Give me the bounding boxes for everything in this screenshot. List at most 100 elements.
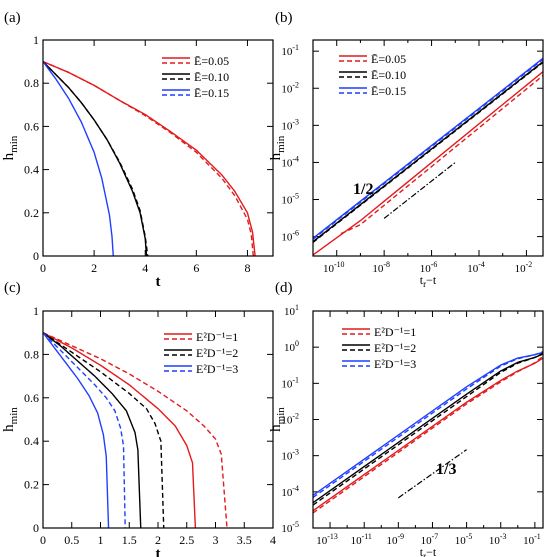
x-tick-label: 10-6 xyxy=(420,260,438,275)
y-tick-label: 0.4 xyxy=(24,434,39,448)
y-tick-label: 10-3 xyxy=(281,448,299,463)
x-tick-label: 6 xyxy=(193,261,199,275)
panel-label: (a) xyxy=(4,10,21,26)
x-axis-label: t xyxy=(156,546,161,557)
series-line xyxy=(43,61,148,256)
x-tick-label: 2 xyxy=(155,533,161,547)
x-tick-label: 0.5 xyxy=(64,533,79,547)
series-line xyxy=(43,60,255,256)
x-tick-label: 4 xyxy=(142,261,148,275)
plot-frame xyxy=(42,39,274,257)
x-tick-label: 8 xyxy=(244,261,250,275)
y-tick-label: 0.6 xyxy=(24,391,39,405)
y-axis-label: hmin xyxy=(1,407,20,432)
plot-frame xyxy=(42,310,274,529)
series-line xyxy=(313,351,543,499)
x-tick-label: 10-4 xyxy=(467,260,485,275)
y-tick-label: 100 xyxy=(284,339,299,354)
y-tick-label: 0.6 xyxy=(24,119,39,133)
panel-b: (b) 10-10 10-8 10-6 10-4 10-2 10-6 10-5 10-4 10-3… xyxy=(268,10,544,289)
y-tick-label: 0.2 xyxy=(24,478,39,492)
legend-label: Ē=0.10 xyxy=(194,70,229,84)
x-tick-label: 0 xyxy=(40,533,46,547)
y-tick-label: 101 xyxy=(284,303,299,318)
x-tick-label: 10-3 xyxy=(489,532,507,547)
legend-label: Ē=0.05 xyxy=(194,54,229,68)
series-line xyxy=(313,61,543,243)
series-line xyxy=(340,75,543,235)
legend-label: E²D⁻¹=2 xyxy=(374,341,416,355)
plot-frame xyxy=(312,310,544,529)
y-axis-label: hmin xyxy=(268,407,287,432)
y-tick-label: 10-6 xyxy=(281,229,299,244)
series-line xyxy=(313,355,543,514)
series-line xyxy=(313,58,543,240)
x-axis-label: t xyxy=(156,274,161,290)
x-tick-label: 10-10 xyxy=(323,260,345,275)
y-tick-label: 0.4 xyxy=(24,163,39,177)
y-tick-label: 0.2 xyxy=(24,206,39,220)
y-axis-label: hmin xyxy=(268,135,287,160)
y-tick-label: 10-4 xyxy=(281,484,299,499)
x-tick-label: 4 xyxy=(270,533,276,547)
legend-label: E²D⁻¹=3 xyxy=(374,357,416,371)
x-tick-label: 10-9 xyxy=(387,532,405,547)
slope-guide-line xyxy=(383,161,456,219)
series-line xyxy=(313,71,543,256)
legend-label: E²D⁻¹=3 xyxy=(196,362,238,376)
legend-label: E²D⁻¹=1 xyxy=(374,325,416,339)
slope-guide-line xyxy=(397,449,467,499)
y-tick-label: 10-2 xyxy=(281,412,299,427)
y-tick-label: 1 xyxy=(33,33,39,47)
x-tick-label: 10-2 xyxy=(515,260,533,275)
series-line xyxy=(43,332,197,528)
y-tick-label: 0 xyxy=(33,521,39,535)
panel-label: (c) xyxy=(4,280,21,296)
y-tick-label: 0.8 xyxy=(24,76,39,90)
legend-label: Ē=0.15 xyxy=(371,84,406,98)
x-tick-label: 3.5 xyxy=(237,533,252,547)
series-group xyxy=(313,57,543,256)
y-tick-label: 10-3 xyxy=(281,117,299,132)
panel-c: (c) 0 0.5 1 1.5 2 2.5 3 3.5 4 0 0.2 0.4 0.6 0.8 1 t hmin E… xyxy=(1,280,276,557)
y-tick-label: 10-4 xyxy=(281,154,299,169)
x-tick-label: 10-7 xyxy=(421,532,439,547)
panel-d: (d) 10-13 10-11 10-9 10-7 10-5 10-3 10-1 10-5 10-… xyxy=(268,280,544,557)
series-line xyxy=(43,332,110,528)
y-tick-label: 10-5 xyxy=(281,520,299,535)
panel-label: (b) xyxy=(275,10,293,26)
legend-label: Ē=0.15 xyxy=(194,86,229,100)
x-axis-label: tr−t xyxy=(420,545,437,557)
legend-label: E²D⁻¹=2 xyxy=(196,346,238,360)
y-tick-label: 1 xyxy=(33,304,39,318)
series-line xyxy=(313,357,543,512)
y-tick-label: 10-5 xyxy=(281,192,299,207)
y-tick-label: 10-2 xyxy=(281,80,299,95)
slope-annotation: 1/2 xyxy=(353,181,373,198)
x-tick-label: 1 xyxy=(98,533,104,547)
x-tick-label: 10-8 xyxy=(372,260,390,275)
series-line xyxy=(43,61,149,256)
series-line xyxy=(43,332,165,528)
y-tick-label: 0.8 xyxy=(24,347,39,361)
series-group xyxy=(313,351,543,514)
panel-a: (a) 0 2 4 6 8 0 0.2 0.4 0.6 0.8 1 t hmin Ē=0.05 Ē=0.10 Ē… xyxy=(1,10,274,290)
x-tick-label: 2 xyxy=(91,261,97,275)
series-line xyxy=(43,332,228,528)
series-line xyxy=(43,332,126,528)
series-line xyxy=(43,332,142,528)
x-tick-label: 1.5 xyxy=(122,533,137,547)
y-axis-label: hmin xyxy=(1,135,20,160)
legend-label: Ē=0.05 xyxy=(371,52,406,66)
x-tick-label: 2.5 xyxy=(179,533,194,547)
x-tick-label: 0 xyxy=(40,261,46,275)
panel-label: (d) xyxy=(275,280,293,296)
y-tick-label: 10-1 xyxy=(281,375,299,390)
series-line xyxy=(313,57,543,239)
series-line xyxy=(313,352,543,506)
series-line xyxy=(43,61,114,256)
x-axis-label: tr−t xyxy=(420,273,437,289)
legend-label: Ē=0.10 xyxy=(371,68,406,82)
x-tick-label: 10-5 xyxy=(455,532,473,547)
